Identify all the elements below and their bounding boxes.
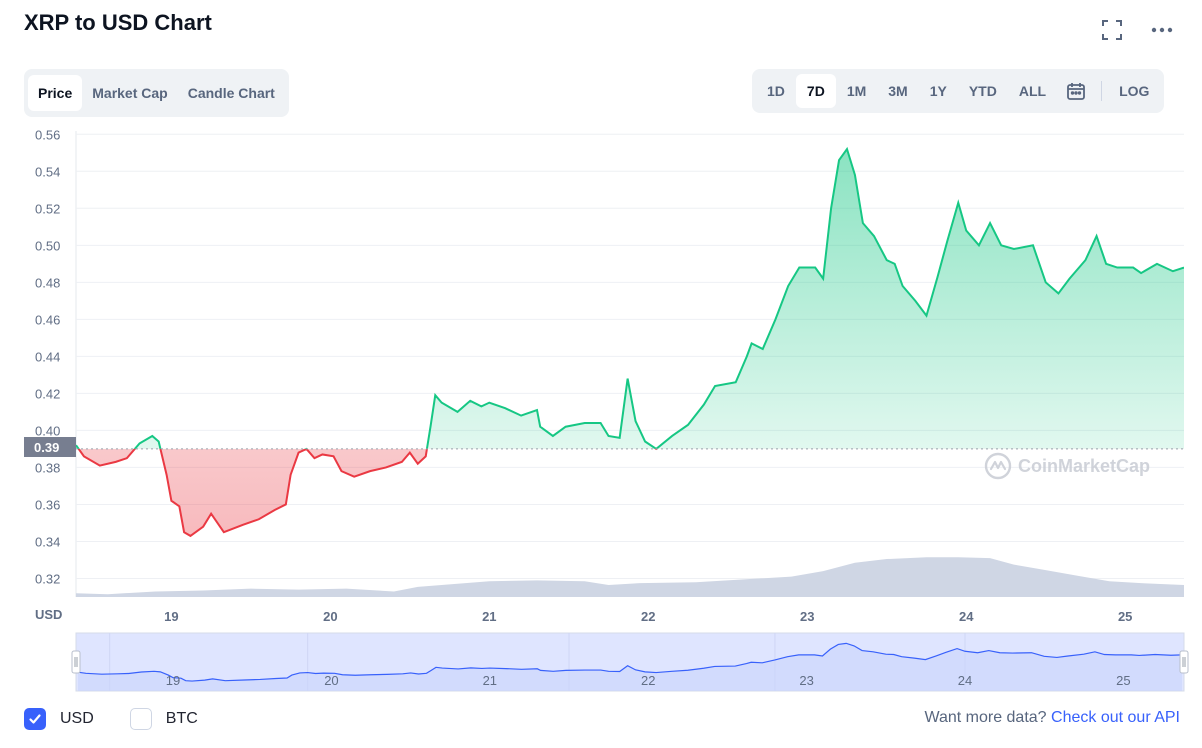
y-tick-label: 0.34 [35,534,60,549]
range-all[interactable]: ALL [1018,83,1047,99]
range-ytd[interactable]: YTD [968,83,997,99]
range-1m[interactable]: 1M [846,83,867,99]
usd-checkbox[interactable] [24,708,46,730]
price-up-segment [76,146,1184,449]
y-tick-label: 0.56 [35,127,60,142]
navigator-tick-label: 25 [1116,673,1130,688]
range-navigator[interactable]: 19 20 21 22 23 24 25 [71,632,1189,692]
y-tick-label: 0.40 [35,423,60,438]
btc-checkbox[interactable] [129,708,152,730]
y-tick-label: 0.42 [35,386,60,401]
tab-price[interactable]: Price [28,75,83,111]
y-tick-label: 0.46 [35,312,60,327]
navigator-tick-label: 24 [958,673,972,688]
y-axis: 0.56 0.54 0.52 0.50 0.48 0.46 0.44 0.42 0.40 0.38… [35,127,60,586]
navigator-tick-label: 23 [799,673,813,688]
api-link[interactable]: Check out our API [1051,709,1180,726]
chart-type-tabs: Price Market Cap Candle Chart [24,69,289,117]
handle-body [71,650,81,674]
price-down-segment [76,448,1184,538]
y-tick-label: 0.52 [35,201,60,216]
navigator-handle-right[interactable] [1179,650,1189,674]
x-tick-label: 23 [800,609,814,624]
x-tick-label: 19 [164,609,178,624]
watermark-text: CoinMarketCap [1018,455,1151,476]
y-tick-label: 0.50 [35,238,60,253]
y-tick-label: 0.54 [35,164,60,179]
navigator-tick-label: 19 [166,673,180,688]
coinmarketcap-logo-icon [984,452,1012,480]
x-tick-label: 20 [323,609,337,624]
api-promo: Want more data? Check out our API [924,709,1180,727]
usd-label: USD [60,710,94,727]
volume-area [76,557,1184,597]
x-axis-currency-label: USD [35,607,62,622]
tab-market-cap[interactable]: Market Cap [92,85,168,101]
range-7d[interactable]: 7D [795,74,836,108]
price-line-up [76,146,1184,449]
check-icon [29,714,41,724]
y-tick-label: 0.48 [35,275,60,290]
price-chart[interactable]: 0.56 0.54 0.52 0.50 0.48 0.46 0.44 0.42 0.40 0.38… [0,125,1202,700]
currency-toggles: USD BTC [24,708,234,730]
header-actions [1100,18,1174,42]
range-3m[interactable]: 3M [888,83,908,99]
more-icon[interactable] [1150,18,1174,42]
x-tick-label: 21 [482,609,496,624]
y-tick-label: 0.36 [35,497,60,512]
y-tick-label: 0.44 [35,349,60,364]
y-tick-label: 0.32 [35,571,60,586]
range-1d[interactable]: 1D [767,83,785,99]
navigator-tick-label: 22 [641,673,655,688]
range-1y[interactable]: 1Y [929,83,947,99]
btc-label: BTC [165,710,198,727]
range-divider [1101,81,1103,101]
x-tick-label: 24 [959,609,974,624]
api-prompt: Want more data? [924,709,1047,726]
tab-candle-chart[interactable]: Candle Chart [187,85,275,101]
price-area-up [76,149,1184,449]
navigator-handle-left[interactable] [71,650,81,674]
fullscreen-icon[interactable] [1100,18,1124,42]
navigator-tick-label: 21 [483,673,497,688]
x-axis: USD 19 20 21 22 23 24 25 [35,607,1132,624]
navigator-line [77,642,1183,682]
price-line-down [77,448,658,538]
range-selector: 1D 7D 1M 3M 1Y YTD ALL LOG [752,69,1165,113]
page-title: XRP to USD Chart [24,10,212,35]
y-tick-label: 0.38 [35,460,60,475]
price-area-down [76,448,1184,536]
calendar-icon[interactable] [1057,74,1095,108]
x-tick-label: 25 [1118,609,1132,624]
watermark: CoinMarketCap [984,452,1150,480]
current-price-label: 0.39 [24,437,76,457]
log-toggle[interactable]: LOG [1119,83,1150,99]
navigator-tick-label: 20 [324,673,338,688]
handle-body [1179,650,1189,674]
x-tick-label: 22 [641,609,655,624]
